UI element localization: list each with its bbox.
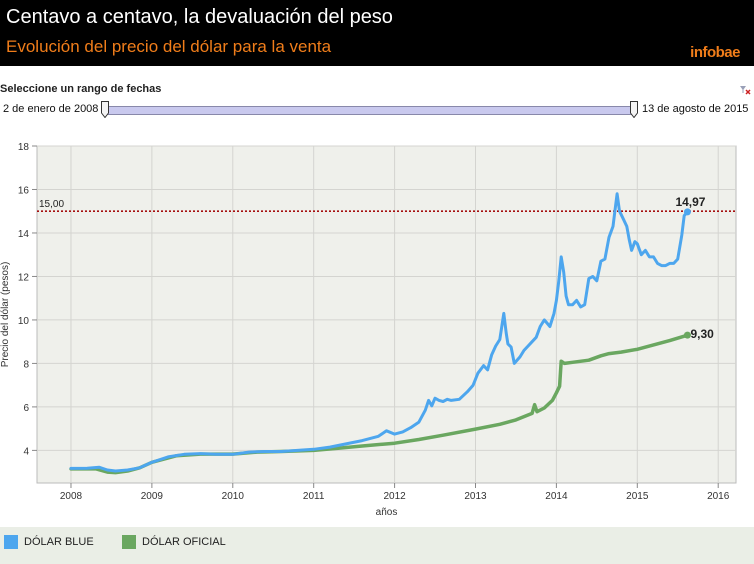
- y-tick-label-16: 16: [18, 185, 30, 196]
- reference-line-label: 15,00: [39, 199, 64, 210]
- legend-label-blue: DÓLAR BLUE: [24, 536, 94, 548]
- x-axis-ticks: 2008 2009 2010 2011 2012 2013 2014 2015 2016: [60, 483, 730, 502]
- series-line-dolar-blue[interactable]: [69, 192, 689, 473]
- x-tick-label-2011: 2011: [303, 491, 325, 502]
- x-tick-label-2009: 2009: [141, 491, 164, 502]
- slider-handle-start[interactable]: [101, 101, 109, 118]
- range-end-date: 13 de agosto de 2015: [642, 103, 749, 115]
- end-point-dolar-oficial[interactable]: [683, 331, 691, 339]
- x-axis-label: años: [376, 507, 398, 518]
- y-tick-label-18: 18: [18, 142, 30, 153]
- range-selector-label: Seleccione un rango de fechas: [0, 83, 162, 95]
- y-axis-label: Precio del dólar (pesos): [0, 262, 11, 368]
- x-tick-label-2012: 2012: [383, 491, 406, 502]
- y-tick-label-12: 12: [18, 272, 30, 283]
- slider-handle-end[interactable]: [630, 101, 638, 118]
- legend-item-dolar-blue[interactable]: DÓLAR BLUE: [4, 535, 94, 549]
- legend-swatch-green: [122, 535, 136, 549]
- x-tick-label-2015: 2015: [626, 491, 649, 502]
- y-tick-label-4: 4: [23, 446, 29, 457]
- y-tick-label-6: 6: [23, 403, 29, 414]
- end-point-dolar-blue[interactable]: [683, 208, 691, 216]
- brand-logo: infobae: [690, 44, 740, 61]
- legend-item-dolar-oficial[interactable]: DÓLAR OFICIAL: [122, 535, 226, 549]
- reset-zoom-icon[interactable]: [739, 84, 751, 96]
- chart-legend: DÓLAR BLUE DÓLAR OFICIAL: [0, 527, 754, 564]
- x-tick-label-2010: 2010: [222, 491, 245, 502]
- end-value-label-blue: 14,97: [675, 195, 705, 209]
- grid-lines: [37, 145, 736, 483]
- page-title: Centavo a centavo, la devaluación del pe…: [6, 6, 393, 28]
- y-tick-label-8: 8: [23, 359, 29, 370]
- x-tick-label-2014: 2014: [545, 491, 568, 502]
- range-start-date: 2 de enero de 2008: [3, 103, 99, 115]
- y-tick-label-10: 10: [18, 316, 30, 327]
- y-axis-ticks: 4 6 8 10 12 14 16 18: [18, 142, 37, 457]
- price-line-chart: 2008 2009 2010 2011 2012 2013 2014 2015 2016 4 6 8…: [0, 142, 737, 518]
- y-tick-label-14: 14: [18, 229, 30, 240]
- x-tick-label-2013: 2013: [464, 491, 487, 502]
- legend-label-green: DÓLAR OFICIAL: [142, 536, 226, 548]
- x-tick-label-2016: 2016: [707, 491, 730, 502]
- x-tick-label-2008: 2008: [60, 491, 83, 502]
- header-banner: Centavo a centavo, la devaluación del pe…: [0, 0, 754, 66]
- legend-swatch-blue: [4, 535, 18, 549]
- date-range-slider[interactable]: [104, 106, 636, 115]
- end-value-label-green: 9,30: [690, 327, 714, 341]
- page-subtitle: Evolución del precio del dólar para la v…: [6, 37, 332, 56]
